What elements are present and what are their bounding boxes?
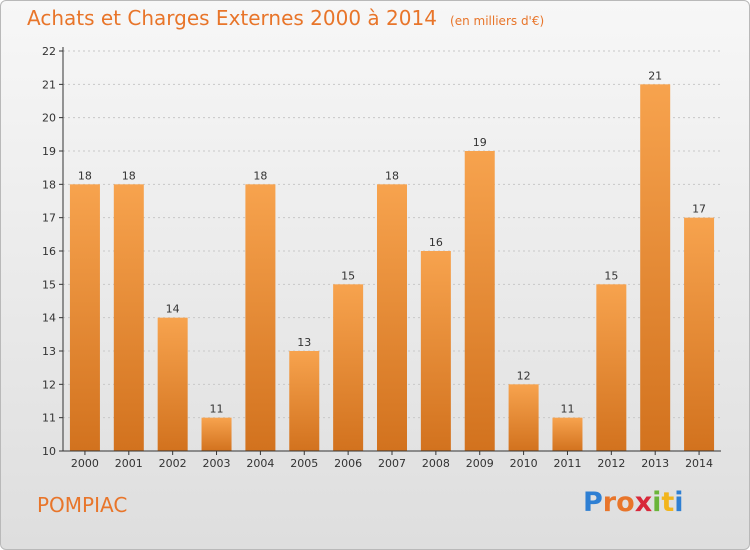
y-tick-label: 21 xyxy=(42,78,56,91)
y-tick-label: 15 xyxy=(42,278,56,291)
x-tick-label: 2011 xyxy=(553,457,581,470)
bar xyxy=(684,217,715,451)
data-label: 17 xyxy=(692,203,706,216)
data-label: 18 xyxy=(122,169,136,182)
y-tick-label: 19 xyxy=(42,145,56,158)
logo-letter: r xyxy=(602,487,617,518)
data-label: 16 xyxy=(429,236,443,249)
y-tick-label: 16 xyxy=(42,245,56,258)
bar xyxy=(245,184,276,452)
x-tick-label: 2014 xyxy=(685,457,713,470)
y-tick-label: 11 xyxy=(42,412,56,425)
x-tick-label: 2012 xyxy=(597,457,625,470)
data-label: 11 xyxy=(210,403,224,416)
x-tick-label: 2010 xyxy=(510,457,538,470)
x-tick-label: 2006 xyxy=(334,457,362,470)
x-tick-label: 2001 xyxy=(115,457,143,470)
data-label: 21 xyxy=(648,69,662,82)
x-tick-label: 2002 xyxy=(159,457,187,470)
y-tick-label: 10 xyxy=(42,445,56,458)
y-tick-label: 22 xyxy=(42,45,56,58)
y-tick-label: 20 xyxy=(42,112,56,125)
logo-letter: t xyxy=(661,487,675,518)
proxiti-logo: Proxiti xyxy=(583,487,684,518)
bar xyxy=(552,417,583,451)
x-tick-label: 2005 xyxy=(290,457,318,470)
x-tick-label: 2003 xyxy=(203,457,231,470)
bar xyxy=(289,351,320,451)
x-tick-label: 2009 xyxy=(466,457,494,470)
data-label: 15 xyxy=(604,269,618,282)
bar xyxy=(157,317,188,451)
data-label: 15 xyxy=(341,269,355,282)
y-tick-label: 17 xyxy=(42,212,56,225)
y-tick-label: 13 xyxy=(42,345,56,358)
bar xyxy=(420,251,451,451)
data-label: 11 xyxy=(560,403,574,416)
x-tick-label: 2004 xyxy=(246,457,274,470)
y-tick-label: 18 xyxy=(42,178,56,191)
chart-title: Achats et Charges Externes 2000 à 2014 xyxy=(27,6,437,30)
chart-subtitle: (en milliers d'€) xyxy=(450,14,545,28)
x-tick-label: 2008 xyxy=(422,457,450,470)
bar xyxy=(508,384,539,451)
logo-letter: o xyxy=(616,487,635,518)
bar xyxy=(69,184,100,452)
x-tick-label: 2000 xyxy=(71,457,99,470)
bar xyxy=(113,184,144,452)
bar xyxy=(201,417,232,451)
x-tick-label: 2007 xyxy=(378,457,406,470)
logo-letter: i xyxy=(674,487,684,518)
data-label: 12 xyxy=(517,369,531,382)
data-label: 18 xyxy=(253,169,267,182)
bar xyxy=(377,184,407,452)
data-label: 18 xyxy=(385,169,399,182)
data-label: 19 xyxy=(473,136,487,149)
commune-name: POMPIAC xyxy=(37,493,128,517)
bar xyxy=(640,84,671,451)
data-label: 14 xyxy=(166,303,180,316)
y-tick-label: 14 xyxy=(42,312,56,325)
bar xyxy=(464,151,495,451)
y-tick-label: 12 xyxy=(42,378,56,391)
chart-header: Achats et Charges Externes 2000 à 2014 (… xyxy=(27,6,544,30)
data-label: 13 xyxy=(297,336,311,349)
logo-letter: x xyxy=(634,487,653,518)
logo-letter: i xyxy=(652,487,662,518)
bar xyxy=(596,284,627,451)
logo-letter: P xyxy=(583,487,603,518)
x-tick-label: 2013 xyxy=(641,457,669,470)
data-label: 18 xyxy=(78,169,92,182)
bar xyxy=(333,284,364,451)
